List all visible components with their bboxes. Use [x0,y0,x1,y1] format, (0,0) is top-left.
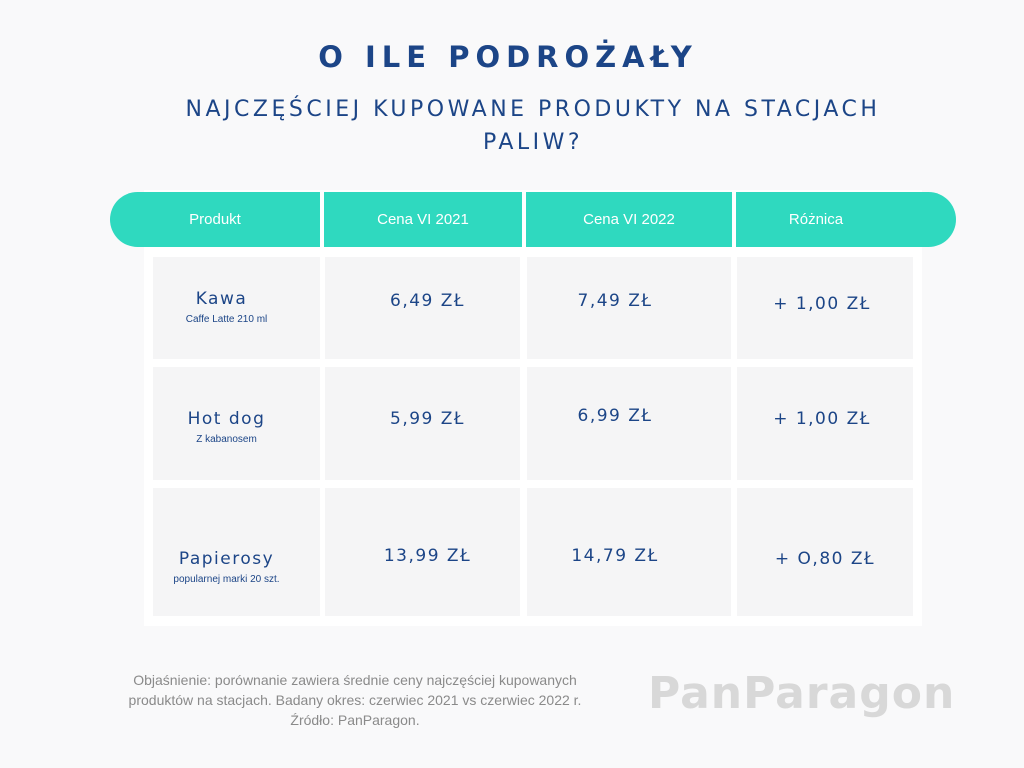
price-2021: 6,49 ZŁ [390,291,465,311]
product-description: popularnej marki 20 szt. [173,574,280,585]
price-2021: 5,99 ZŁ [390,409,465,429]
header-divider [522,192,526,247]
header-roznica: Różnica [788,211,844,228]
table-cell [527,488,731,616]
table-cell [737,257,913,359]
product-description: Z kabanosem [196,434,257,445]
product-name: Hot dog [187,409,266,429]
header-divider [732,192,736,247]
table-cell [737,367,913,480]
header-cena-2021: Cena VI 2021 [377,211,469,228]
price-difference: + O,80 ZŁ [774,549,876,569]
price-2022: 6,99 ZŁ [577,406,653,426]
table-cell [527,257,731,359]
note-line: Objaśnienie: porównanie zawiera średnie … [133,672,577,688]
price-difference: + 1,00 ZŁ [773,294,871,314]
price-2022: 14,79 ZŁ [571,546,659,566]
page-subtitle: NAJCZĘŚCIEJ KUPOWANE PRODUKTY NA STACJAC… [185,97,881,155]
price-difference: + 1,00 ZŁ [773,409,871,429]
table-cell [737,488,913,616]
header-produkt: Produkt [189,211,241,228]
price-2022: 7,49 ZŁ [577,291,653,311]
page-title: O ILE PODROŻAŁY [318,40,698,74]
note-line: produktów na stacjach. Badany okres: cze… [128,692,582,708]
product-name: Papierosy [178,549,275,569]
explanation-note: Objaśnienie: porównanie zawiera średnie … [92,670,618,730]
header-cena-2022: Cena VI 2022 [583,211,675,228]
table-header [110,192,956,247]
price-2021: 13,99 ZŁ [383,546,472,566]
table-cell [527,367,731,480]
product-description: Caffe Latte 210 ml [185,314,268,325]
table-cell [325,257,520,359]
product-name: Kawa [195,289,248,309]
note-line: Źródło: PanParagon. [290,712,420,728]
table-cell [325,488,520,616]
brand-logo: PanParagon [648,668,956,719]
table-cell [325,367,520,480]
table-cell [153,488,320,616]
header-divider [320,192,324,247]
table-cell [153,257,320,359]
table-cell [153,367,320,480]
